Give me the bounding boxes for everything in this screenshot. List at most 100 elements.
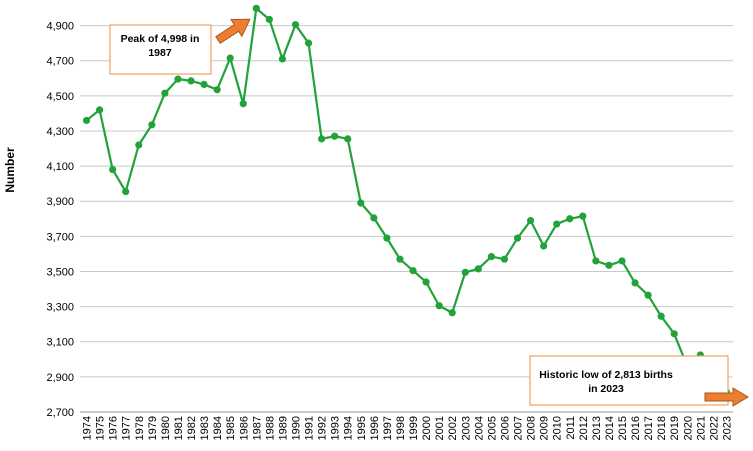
y-tick-label: 3,900 bbox=[46, 196, 74, 208]
x-tick-label: 1999 bbox=[408, 416, 420, 440]
arrow-shape bbox=[704, 387, 749, 407]
data-point bbox=[331, 132, 339, 140]
data-point bbox=[409, 267, 417, 275]
data-point bbox=[161, 89, 169, 97]
x-tick-label: 2012 bbox=[578, 416, 590, 440]
x-tick-label: 2003 bbox=[460, 416, 472, 440]
x-tick-label: 1987 bbox=[251, 416, 263, 440]
data-point bbox=[474, 265, 482, 273]
x-tick-label: 2011 bbox=[565, 416, 577, 440]
x-tick-label: 1975 bbox=[95, 416, 107, 440]
x-tick-label: 1998 bbox=[395, 416, 407, 440]
x-tick-label: 1994 bbox=[343, 416, 355, 440]
x-tick-label: 2006 bbox=[499, 416, 511, 440]
annotation-arrow bbox=[215, 18, 251, 45]
data-point bbox=[513, 234, 522, 242]
x-tick-label: 1988 bbox=[264, 416, 276, 440]
data-point bbox=[252, 4, 260, 12]
x-tick-label: 2008 bbox=[526, 416, 538, 440]
data-point bbox=[135, 141, 143, 149]
x-tick-label: 1992 bbox=[317, 416, 329, 440]
annotation-box bbox=[109, 24, 212, 75]
data-point bbox=[239, 100, 247, 108]
data-point bbox=[644, 291, 652, 299]
data-point bbox=[605, 261, 613, 269]
data-point bbox=[109, 166, 117, 174]
data-point bbox=[631, 279, 639, 287]
x-tick-label: 2005 bbox=[486, 416, 498, 440]
data-point bbox=[278, 55, 287, 63]
x-tick-label: 1986 bbox=[238, 416, 250, 440]
annotation-arrow bbox=[704, 387, 749, 407]
data-point bbox=[657, 312, 665, 320]
x-tick-label: 1979 bbox=[147, 416, 159, 440]
x-tick-label: 2001 bbox=[434, 416, 446, 440]
x-tick-label: 2015 bbox=[617, 416, 629, 440]
data-point bbox=[435, 302, 443, 310]
y-axis: 2,700 2,900 3,100 3,300 3,500 3,700 3,900 4,100… bbox=[46, 21, 74, 419]
x-tick-label: 1983 bbox=[199, 416, 211, 440]
annotation-text: 1987 bbox=[148, 47, 172, 59]
x-tick-label: 1977 bbox=[121, 416, 133, 440]
x-tick-label: 1984 bbox=[212, 416, 224, 440]
x-tick-label: 2007 bbox=[513, 416, 525, 440]
x-tick-label: 2020 bbox=[682, 416, 694, 440]
annotation-text: in 2023 bbox=[588, 383, 624, 395]
x-tick-label: 2021 bbox=[695, 416, 707, 440]
x-tick-label: 1978 bbox=[134, 416, 146, 440]
data-point bbox=[174, 75, 182, 83]
data-point bbox=[500, 255, 509, 263]
data-point bbox=[213, 86, 221, 94]
y-tick-label: 3,700 bbox=[46, 231, 74, 243]
annotation-text: Peak of 4,998 in bbox=[121, 33, 200, 45]
data-point bbox=[187, 77, 195, 85]
data-point bbox=[422, 278, 430, 286]
y-tick-label: 4,500 bbox=[46, 91, 74, 103]
x-tick-label: 2004 bbox=[473, 416, 485, 440]
data-point bbox=[566, 215, 574, 223]
data-point bbox=[592, 257, 600, 265]
data-point bbox=[670, 330, 678, 338]
data-point bbox=[487, 252, 495, 261]
data-point bbox=[526, 216, 535, 225]
x-tick-label: 2018 bbox=[656, 416, 668, 440]
x-tick-label: 2022 bbox=[708, 416, 720, 440]
x-tick-label: 1981 bbox=[173, 416, 185, 440]
data-point bbox=[344, 135, 352, 143]
x-tick-label: 2017 bbox=[643, 416, 655, 440]
data-point bbox=[370, 214, 378, 222]
x-axis: 1974 1975 1976 1977 1978 1979 1980 1981 1982 1983… bbox=[80, 411, 733, 440]
annotations: Peak of 4,998 in 1987 Historic low of 2,81… bbox=[109, 18, 749, 407]
data-point bbox=[82, 116, 91, 125]
y-tick-label: 2,900 bbox=[46, 372, 74, 384]
data-point bbox=[448, 309, 456, 317]
x-tick-label: 1997 bbox=[382, 416, 394, 440]
data-point bbox=[304, 39, 313, 47]
x-tick-label: 2002 bbox=[447, 416, 459, 440]
arrow-shape bbox=[215, 18, 251, 45]
x-tick-label: 1995 bbox=[356, 416, 368, 440]
data-point bbox=[122, 187, 130, 196]
y-tick-label: 4,700 bbox=[46, 56, 74, 68]
data-point bbox=[226, 54, 234, 62]
x-tick-label: 2000 bbox=[421, 416, 433, 440]
data-point bbox=[148, 121, 156, 129]
data-point bbox=[553, 220, 561, 228]
y-tick-label: 3,100 bbox=[46, 337, 74, 349]
data-point bbox=[618, 257, 626, 265]
annotation-box bbox=[529, 355, 729, 406]
data-point bbox=[318, 135, 326, 143]
x-tick-label: 2019 bbox=[669, 416, 681, 440]
x-tick-label: 2010 bbox=[552, 416, 564, 440]
x-tick-label: 1991 bbox=[304, 416, 316, 440]
x-tick-label: 1996 bbox=[369, 416, 381, 440]
x-tick-label: 1976 bbox=[108, 416, 120, 440]
x-tick-label: 1985 bbox=[225, 416, 237, 440]
x-tick-label: 1980 bbox=[160, 416, 172, 440]
data-point bbox=[396, 255, 404, 263]
x-tick-label: 1982 bbox=[186, 416, 198, 440]
y-tick-label: 3,300 bbox=[46, 302, 74, 314]
data-point bbox=[95, 106, 104, 114]
x-tick-label: 2014 bbox=[604, 416, 616, 440]
